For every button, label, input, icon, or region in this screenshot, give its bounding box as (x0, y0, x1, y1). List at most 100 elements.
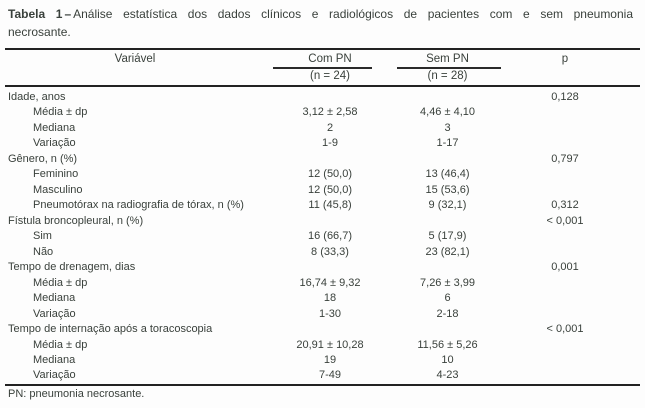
caption-text: Análise estatística dos dados clínicos e… (8, 7, 633, 39)
cell-variable: Mediana (33, 121, 76, 134)
cell-sem-pn: 9 (32,1) (428, 199, 467, 212)
rule-under-sem-pn (397, 67, 501, 69)
cell-com-pn: 1-30 (318, 307, 342, 320)
cell-variable: Mediana (33, 292, 76, 305)
rule-under-com-pn (273, 67, 372, 69)
cell-variable: Masculino (33, 183, 83, 196)
cell-variable: Média ± dp (33, 106, 88, 119)
table-row: Gênero, n (%) 0,797 (0, 152, 645, 167)
table-rows: Idade, anos 0,128 Média ± dp 3,12 ± 2,58 4,4… (0, 90, 645, 384)
cell-com-pn: 2 (326, 121, 334, 134)
table-row: Variação 1-9 1-17 (0, 136, 645, 151)
cell-com-pn: 7-49 (318, 369, 342, 382)
cell-sem-pn: 2-18 (436, 307, 459, 320)
table-row: Masculino 12 (50,0) 15 (53,6) (0, 183, 645, 198)
cell-sem-pn: 1-17 (436, 137, 459, 150)
cell-sem-pn: 10 (441, 353, 454, 366)
cell-p (505, 245, 645, 260)
cell-com-pn (270, 214, 390, 229)
cell-variable: Gênero, n (%) (8, 152, 78, 165)
cell-p (505, 183, 645, 198)
cell-sem-pn (390, 260, 505, 275)
caption-dash: – (64, 7, 72, 21)
cell-variable: Média ± dp (33, 338, 88, 351)
table-row: Média ± dp 20,91 ± 10,28 11,56 ± 5,26 (0, 338, 645, 353)
cell-p (505, 353, 645, 368)
cell-p: 0,128 (551, 91, 579, 103)
cell-variable: Sim (33, 230, 52, 243)
header-variable: Variável (114, 53, 156, 65)
table-header-row-2: (n = 24) (n = 28) (0, 69, 645, 84)
cell-sem-pn: 11,56 ± 5,26 (417, 338, 478, 351)
cell-variable: Não (33, 245, 54, 258)
rule-top (5, 48, 640, 50)
cell-p (505, 276, 645, 291)
cell-com-pn: 12 (50,0) (307, 168, 353, 181)
table-row: Tempo de internação após a toracoscopia <… (0, 322, 645, 337)
header-variable-spacer (0, 69, 270, 84)
cell-com-pn: 18 (323, 292, 337, 305)
cell-com-pn: 12 (50,0) (307, 183, 353, 196)
cell-sem-pn: 5 (17,9) (428, 230, 467, 243)
cell-com-pn: 3,12 ± 2,58 (302, 106, 358, 119)
cell-com-pn: 16,74 ± 9,32 (299, 276, 361, 289)
cell-variable: Variação (33, 307, 76, 320)
cell-p: < 0,001 (546, 323, 584, 336)
cell-sem-pn: 3 (444, 121, 451, 134)
cell-variable: Tempo de drenagem, dias (8, 261, 136, 274)
table-row: Mediana 19 10 (0, 353, 645, 368)
cell-p (505, 291, 645, 306)
cell-variable: Feminino (33, 168, 79, 181)
table-row: Média ± dp 16,74 ± 9,32 7,26 ± 3,99 (0, 276, 645, 291)
cell-variable: Pneumotórax na radiografia de tórax, n (… (33, 199, 244, 212)
cell-com-pn: 20,91 ± 10,28 (296, 338, 364, 351)
table-row: Média ± dp 3,12 ± 2,58 4,46 ± 4,10 (0, 105, 645, 120)
cell-sem-pn: 4-23 (436, 369, 459, 382)
cell-variable: Tempo de internação após a toracoscopia (8, 323, 213, 336)
cell-com-pn (270, 260, 390, 275)
cell-com-pn (270, 90, 390, 105)
table-row: Fístula broncopleural, n (%) < 0,001 (0, 214, 645, 229)
cell-p (505, 229, 645, 244)
cell-sem-pn (390, 322, 505, 337)
cell-sem-pn (390, 90, 505, 105)
cell-variable: Idade, anos (8, 91, 66, 103)
cell-com-pn: 16 (66,7) (307, 230, 353, 243)
cell-com-pn (270, 322, 390, 337)
cell-p (505, 136, 645, 151)
table-row: Mediana 18 6 (0, 291, 645, 306)
table-row: Variação 1-30 2-18 (0, 307, 645, 322)
header-sem-pn: Sem PN (426, 53, 469, 65)
cell-sem-pn (390, 214, 505, 229)
header-p: p (561, 53, 569, 65)
table-row: Variação 7-49 4-23 (0, 368, 645, 383)
cell-sem-pn: 15 (53,6) (425, 183, 470, 196)
table-caption: Tabela 1– Análise estatística dos dados c… (8, 6, 633, 41)
cell-com-pn: 19 (323, 353, 337, 366)
table-row: Feminino 12 (50,0) 13 (46,4) (0, 167, 645, 182)
table-row: Mediana 2 3 (0, 121, 645, 136)
cell-sem-pn: 7,26 ± 3,99 (420, 276, 475, 289)
cell-p (505, 368, 645, 383)
cell-com-pn: 1-9 (322, 137, 338, 150)
table-row: Tempo de drenagem, dias 0,001 (0, 260, 645, 275)
table-row: Sim 16 (66,7) 5 (17,9) (0, 229, 645, 244)
cell-p: 0,312 (551, 199, 579, 212)
cell-variable: Mediana (33, 353, 76, 366)
cell-p (505, 121, 645, 136)
cell-p (505, 307, 645, 322)
cell-sem-pn: 13 (46,4) (425, 168, 470, 181)
cell-com-pn: 11 (45,8) (308, 199, 352, 212)
header-p-spacer (505, 69, 645, 84)
cell-sem-pn (390, 152, 505, 167)
table-row: Idade, anos 0,128 (0, 90, 645, 105)
cell-p (505, 167, 645, 182)
cell-p: 0,001 (551, 261, 579, 274)
cell-p: < 0,001 (546, 214, 584, 227)
cell-sem-pn: 23 (82,1) (425, 245, 470, 258)
rule-header-bottom (5, 85, 640, 87)
table-header-row-1: Variável Com PN Sem PN p (0, 52, 645, 67)
cell-com-pn: 8 (33,3) (311, 245, 349, 258)
rule-table-bottom (5, 384, 640, 386)
